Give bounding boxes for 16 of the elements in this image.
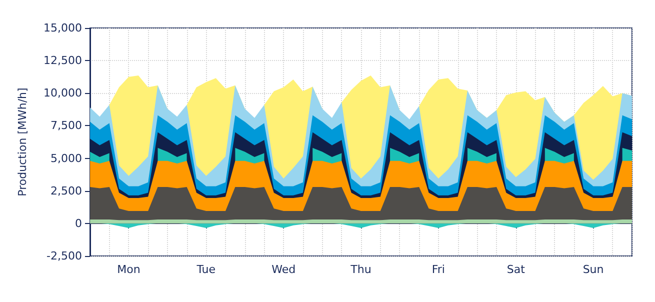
y-tick-label: 12,500 [44, 54, 82, 68]
y-tick-label: 10,000 [44, 86, 82, 100]
y-tick-label: 2,500 [50, 184, 82, 198]
y-tick-label: 7,500 [50, 119, 82, 132]
y-axis-title: Production [MWh/h] [16, 88, 29, 196]
x-tick-label: Fri [432, 263, 445, 276]
y-tick-label: 5,000 [50, 152, 82, 165]
x-tick-label: Sun [582, 263, 604, 276]
x-tick-label: Tue [196, 263, 216, 276]
y-tick-label: -2,500 [46, 250, 82, 262]
x-tick-label: Thu [350, 263, 372, 276]
x-tick-label: Mon [117, 263, 140, 276]
x-tick-label: Wed [272, 263, 296, 276]
y-tick-label: 0 [75, 216, 82, 230]
x-tick-label: Sat [506, 263, 526, 276]
y-tick-label: 15,000 [44, 22, 82, 34]
